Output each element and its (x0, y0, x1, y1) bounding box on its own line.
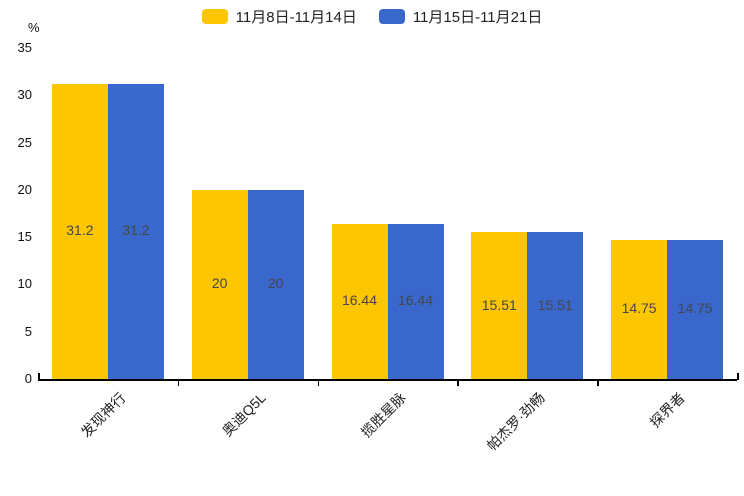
bar-value-label: 15.51 (537, 296, 573, 313)
x-axis-tick (457, 381, 459, 386)
chart-legend: 11月8日-11月14日 11月15日-11月21日 (0, 6, 744, 27)
bar-value-label: 14.75 (677, 300, 713, 317)
bar-value-label: 20 (211, 275, 228, 292)
legend-swatch (378, 9, 405, 24)
y-axis-tick-label: 20 (17, 181, 32, 197)
legend-item[interactable]: 11月15日-11月21日 (378, 6, 543, 27)
bar-value-label: 16.44 (397, 292, 434, 309)
bar-value-label: 14.75 (621, 300, 657, 317)
x-axis-label: 探界者 (646, 389, 688, 431)
y-axis-unit-label: % (28, 20, 40, 35)
y-axis-tick-label: 15 (17, 229, 32, 245)
bar (331, 223, 388, 379)
y-axis-tick-label: 25 (17, 134, 32, 150)
legend-label: 11月8日-11月14日 (235, 9, 357, 26)
bar (611, 239, 668, 379)
legend-swatch (201, 9, 228, 24)
legend-item[interactable]: 11月8日-11月14日 (201, 6, 357, 27)
x-axis-tick (597, 381, 599, 386)
bar-value-label: 31.2 (66, 222, 94, 239)
axis-end-tick (737, 373, 739, 380)
bar-value-label: 16.44 (341, 292, 378, 309)
bar (387, 223, 444, 379)
y-axis-tick-label: 0 (24, 371, 32, 386)
bar (51, 83, 108, 379)
x-axis-label: 奥迪Q5L (218, 389, 269, 440)
bar (247, 189, 304, 379)
x-axis-line (38, 379, 737, 381)
bar-value-label: 31.2 (122, 222, 150, 239)
y-axis-tick-label: 10 (17, 276, 32, 292)
y-axis-tick-label: 5 (24, 323, 32, 339)
x-axis-label: 帕杰罗·劲畅 (483, 389, 549, 454)
x-axis-label: 揽胜星脉 (357, 389, 409, 441)
y-axis-tick-label: 30 (17, 87, 32, 103)
bar (527, 232, 584, 379)
bar (667, 239, 724, 379)
bar (107, 83, 164, 379)
x-axis-tick (177, 381, 180, 386)
y-axis-tick-label: 35 (17, 40, 32, 55)
bar-value-label: 20 (267, 275, 284, 292)
x-axis-tick (317, 381, 320, 386)
axis-end-tick (38, 373, 40, 380)
legend-label: 11月15日-11月21日 (412, 9, 543, 26)
bar-value-label: 15.51 (481, 296, 517, 313)
bar (471, 232, 528, 379)
x-axis-label: 发现神行 (77, 389, 129, 441)
bar (191, 189, 248, 379)
